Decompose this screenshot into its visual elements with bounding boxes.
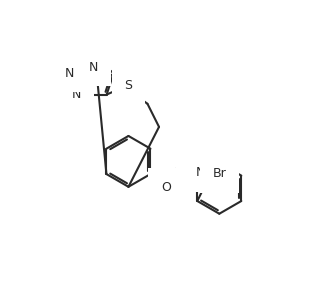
Text: N: N [65,67,74,80]
Text: O: O [161,181,171,194]
Text: N: N [72,88,81,101]
Text: Br: Br [213,167,226,180]
Text: N: N [89,61,99,74]
Text: NH: NH [196,166,214,179]
Text: S: S [124,79,132,92]
